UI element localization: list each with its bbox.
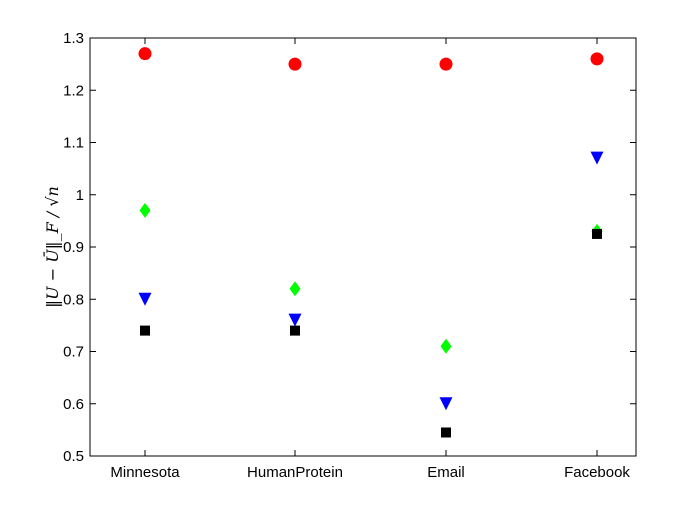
point-circle [590, 52, 604, 66]
point-triangle-down [439, 397, 453, 411]
point-triangle-down [138, 292, 152, 306]
y-tick-label: 1 [76, 187, 84, 204]
y-tick-label: 1.1 [63, 135, 84, 152]
point-diamond [440, 338, 452, 354]
y-tick-label: 0.6 [63, 396, 84, 413]
y-tick-label: 1.2 [63, 82, 84, 99]
data-marks [138, 47, 604, 438]
y-tick-label: 0.9 [63, 239, 84, 256]
point-square [290, 325, 300, 336]
y-tick-label: 1.3 [63, 30, 84, 47]
point-square [441, 427, 451, 438]
point-circle [439, 57, 453, 71]
y-tick-label: 0.7 [63, 344, 84, 361]
x-axis: Minnesota HumanProtein Email Facebook [110, 38, 630, 481]
x-tick-label: Email [427, 464, 465, 481]
point-triangle-down [288, 313, 302, 327]
point-diamond [139, 202, 151, 218]
y-tick-label: 0.8 [63, 291, 84, 308]
point-circle [288, 57, 302, 71]
x-tick-label: HumanProtein [247, 464, 343, 481]
point-triangle-down [590, 151, 604, 165]
y-tick-label: 0.5 [63, 448, 84, 465]
point-square [592, 228, 602, 239]
point-circle [138, 47, 152, 61]
point-square [140, 325, 150, 336]
point-diamond [289, 281, 301, 297]
x-tick-label: Facebook [564, 464, 630, 481]
x-tick-label: Minnesota [110, 464, 180, 481]
y-axis: 0.5 0.6 0.7 0.8 0.9 1 1.1 1.2 1.3 [63, 30, 636, 465]
y-axis-label: ‖U − Ū‖_F / √n [42, 186, 62, 308]
plot-area [89, 37, 637, 457]
